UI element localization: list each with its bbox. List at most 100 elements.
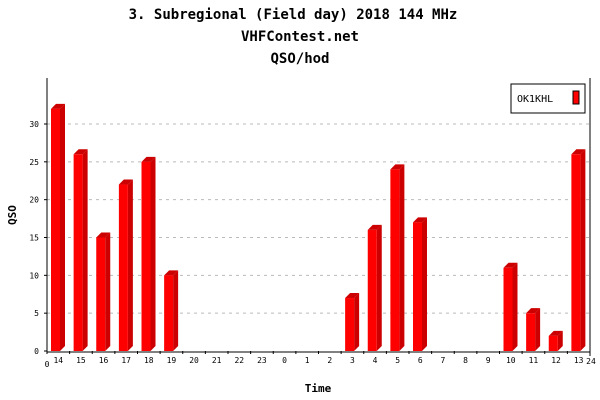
bar-front xyxy=(548,335,558,351)
bar-front xyxy=(141,161,151,351)
chart-title: 3. Subregional (Field day) 2018 144 MHz xyxy=(129,7,458,23)
y-ticks: 0 5 10 15 20 25 30 xyxy=(29,120,47,356)
bar-top xyxy=(141,156,156,162)
x-tick-label: 4 xyxy=(373,356,378,365)
bar-front xyxy=(503,267,513,351)
bar-top xyxy=(96,232,111,238)
bar-front xyxy=(413,222,422,351)
bar-side xyxy=(580,149,586,351)
bar xyxy=(164,270,179,351)
bar xyxy=(413,217,427,351)
bar-side xyxy=(82,149,88,351)
bar-top xyxy=(526,308,541,314)
bar-top xyxy=(503,262,518,268)
x-tick-label: 17 xyxy=(121,356,131,365)
y-tick-label: 25 xyxy=(29,158,39,167)
legend-label: OK1KHL xyxy=(517,94,553,105)
bar-side xyxy=(354,293,360,351)
bar-side xyxy=(557,330,563,351)
bar-front xyxy=(571,154,581,351)
x-tick-label: 22 xyxy=(234,356,244,365)
bar-side xyxy=(173,270,179,351)
bar-front xyxy=(345,298,355,351)
bar-top xyxy=(164,270,179,276)
x-tick-label: 15 xyxy=(76,356,86,365)
y-tick-label: 5 xyxy=(34,309,39,318)
x-tick-label: 18 xyxy=(144,356,154,365)
bar xyxy=(345,293,360,351)
bar-front xyxy=(164,275,174,351)
x-tick-label: 0 xyxy=(282,356,287,365)
bar xyxy=(548,330,563,351)
x-tick-label: 10 xyxy=(506,356,516,365)
x-tick-label: 21 xyxy=(212,356,222,365)
y-axis-label: QSO xyxy=(6,205,19,225)
y-tick-label: 10 xyxy=(29,271,39,280)
bar-front xyxy=(51,108,60,351)
bar-side xyxy=(60,103,65,351)
x-tick-label: 2 xyxy=(327,356,332,365)
bars xyxy=(51,103,586,351)
bar-top xyxy=(548,330,563,336)
bar xyxy=(390,164,405,351)
bar-side xyxy=(512,262,518,351)
bar-side xyxy=(422,217,427,351)
x-tick-label: 12 xyxy=(551,356,561,365)
x-ticks: 14 15 16 17 18 19 20 21 22 23 0 1 2 3 4 5 6 7 8 9 10 11 12 13 xyxy=(46,351,584,365)
y-tick-label: 30 xyxy=(29,120,39,129)
bar-top xyxy=(118,179,133,185)
x-tick-label: 9 xyxy=(486,356,491,365)
bar-top xyxy=(367,224,382,230)
bar-front xyxy=(367,229,377,351)
bar xyxy=(141,156,156,351)
bar-side xyxy=(127,179,133,351)
bar-top xyxy=(571,149,586,155)
bar-side xyxy=(150,156,156,351)
legend: OK1KHL xyxy=(510,83,586,114)
bar xyxy=(118,179,133,351)
x-tick-label: 20 xyxy=(189,356,199,365)
bar-front xyxy=(73,154,83,351)
bar-front xyxy=(96,237,106,351)
y-tick-label: 0 xyxy=(34,347,39,356)
bar-top xyxy=(51,103,65,109)
bar-front xyxy=(526,313,536,351)
bar-front xyxy=(390,169,400,351)
bar xyxy=(571,149,586,351)
x-tick-label: 6 xyxy=(418,356,423,365)
bar-side xyxy=(535,308,541,351)
bar-top xyxy=(413,217,427,223)
bar xyxy=(96,232,111,351)
legend-swatch xyxy=(572,90,580,105)
bar-top xyxy=(73,149,88,155)
x-tick-label: 3 xyxy=(350,356,355,365)
bar xyxy=(51,103,65,351)
x-axis-label: Time xyxy=(305,382,332,395)
y-tick-label: 20 xyxy=(29,196,39,205)
chart-subtitle: VHFContest.net xyxy=(241,29,359,45)
bar xyxy=(73,149,88,351)
x-tick-label: 5 xyxy=(395,356,400,365)
bar-front xyxy=(118,184,128,351)
x-tick-label: 16 xyxy=(99,356,109,365)
x-tick-label: 19 xyxy=(167,356,177,365)
x-tick-label: 13 xyxy=(574,356,584,365)
bar xyxy=(503,262,518,351)
bar xyxy=(526,308,541,351)
x-end-label: 24 xyxy=(586,357,596,366)
x-tick-label: 14 xyxy=(53,356,63,365)
bar-side xyxy=(376,224,382,351)
x-tick-label: 7 xyxy=(441,356,446,365)
bar xyxy=(367,224,382,351)
chart-subtitle-2: QSO/hod xyxy=(270,51,329,67)
bar-side xyxy=(399,164,405,351)
x-start-label: 0 xyxy=(45,360,50,369)
x-tick-label: 23 xyxy=(257,356,267,365)
bar-side xyxy=(105,232,111,351)
x-tick-label: 11 xyxy=(529,356,539,365)
bar-top xyxy=(390,164,405,170)
x-tick-label: 1 xyxy=(305,356,310,365)
y-tick-label: 15 xyxy=(29,234,39,243)
bar-top xyxy=(345,293,360,299)
